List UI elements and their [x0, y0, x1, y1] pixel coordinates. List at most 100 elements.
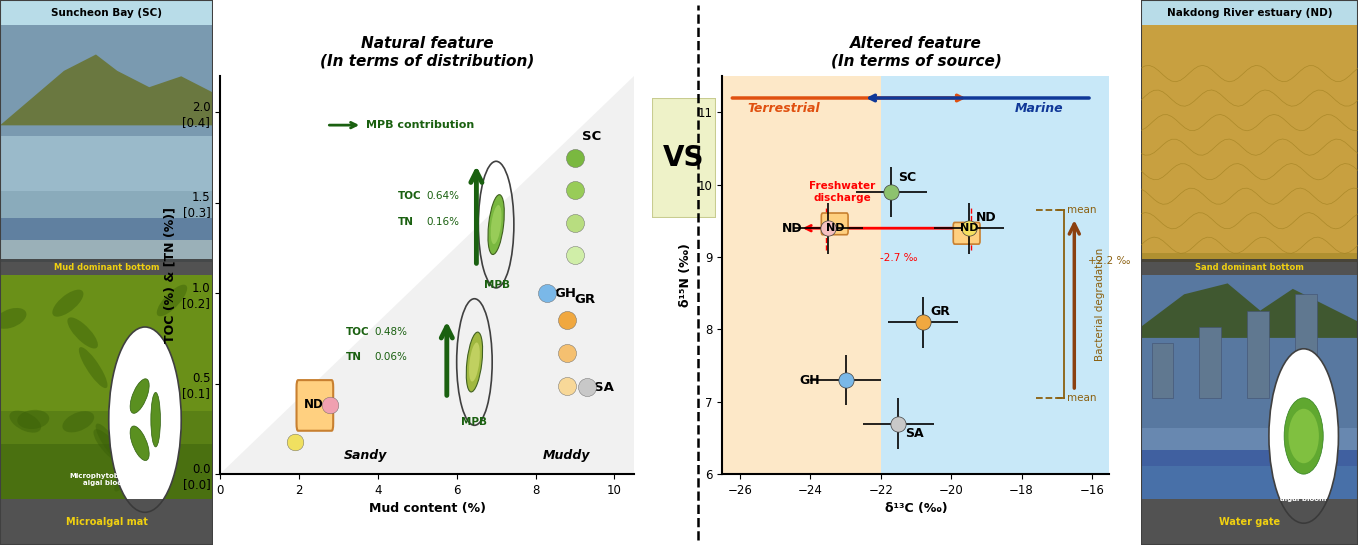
- Text: Nakdong River estuary (ND): Nakdong River estuary (ND): [1167, 8, 1332, 17]
- Ellipse shape: [114, 450, 143, 492]
- Text: 0.48%: 0.48%: [375, 327, 407, 337]
- Text: mean: mean: [1067, 205, 1097, 215]
- Ellipse shape: [156, 284, 187, 316]
- Bar: [0, 499, 213, 545]
- Polygon shape: [220, 76, 634, 474]
- Text: TN: TN: [346, 352, 363, 362]
- FancyBboxPatch shape: [822, 213, 847, 235]
- Text: Microphytobenthic
algal bloom: Microphytobenthic algal bloom: [69, 473, 144, 486]
- Text: ND: ND: [960, 223, 979, 233]
- Ellipse shape: [466, 332, 482, 392]
- Ellipse shape: [1285, 398, 1323, 474]
- Ellipse shape: [10, 410, 41, 433]
- X-axis label: Mud content (%): Mud content (%): [368, 502, 486, 516]
- Ellipse shape: [68, 317, 98, 348]
- Text: MPB: MPB: [485, 280, 511, 290]
- FancyBboxPatch shape: [953, 222, 980, 244]
- Circle shape: [1268, 349, 1339, 523]
- Bar: [881, 76, 1109, 474]
- Ellipse shape: [151, 392, 160, 447]
- Ellipse shape: [53, 289, 83, 317]
- Text: VS: VS: [663, 144, 705, 172]
- Bar: [1247, 311, 1268, 398]
- Bar: [0, 240, 213, 262]
- Text: SC: SC: [899, 171, 917, 184]
- Bar: [1141, 428, 1358, 450]
- Text: mean: mean: [1067, 393, 1097, 403]
- Title: Natural feature
(In terms of distribution): Natural feature (In terms of distributio…: [320, 36, 534, 68]
- Bar: [0, 136, 213, 191]
- Bar: [1152, 343, 1173, 398]
- Ellipse shape: [130, 379, 149, 413]
- Text: Sandy: Sandy: [345, 449, 387, 462]
- Text: GH: GH: [800, 374, 820, 387]
- Bar: [1141, 450, 1358, 499]
- Text: GH: GH: [554, 287, 577, 300]
- Text: Water gate: Water gate: [1218, 517, 1281, 527]
- FancyBboxPatch shape: [296, 380, 333, 431]
- Ellipse shape: [62, 411, 94, 432]
- Text: Suncheon Bay (SC): Suncheon Bay (SC): [52, 8, 162, 17]
- Text: Sand dominant bottom: Sand dominant bottom: [1195, 263, 1304, 271]
- Ellipse shape: [130, 426, 149, 461]
- Bar: [1141, 253, 1358, 262]
- Ellipse shape: [488, 195, 504, 255]
- Ellipse shape: [94, 429, 124, 463]
- Ellipse shape: [136, 420, 166, 452]
- X-axis label: δ¹³C (‰): δ¹³C (‰): [884, 502, 948, 516]
- Text: TOC: TOC: [346, 327, 369, 337]
- Text: Marine: Marine: [1014, 102, 1063, 116]
- Bar: [0, 259, 213, 275]
- Text: Bacterial degradation: Bacterial degradation: [1096, 247, 1105, 361]
- Bar: [1141, 0, 1358, 25]
- Polygon shape: [0, 54, 213, 125]
- Ellipse shape: [490, 205, 501, 244]
- Text: ND: ND: [826, 223, 845, 233]
- Text: 0.16%: 0.16%: [426, 216, 459, 227]
- Text: ND: ND: [976, 211, 997, 224]
- Bar: [0, 25, 213, 262]
- Bar: [0, 411, 213, 444]
- Text: Terrestrial: Terrestrial: [747, 102, 820, 116]
- Bar: [0, 275, 213, 499]
- Text: +2.2 ‰: +2.2 ‰: [1088, 256, 1131, 266]
- Bar: [1141, 499, 1358, 545]
- Bar: [1141, 466, 1358, 499]
- Ellipse shape: [1289, 409, 1319, 463]
- Bar: [0, 218, 213, 262]
- Text: MPB: MPB: [460, 417, 486, 427]
- Text: TN: TN: [398, 216, 413, 227]
- Text: Muddy: Muddy: [543, 449, 591, 462]
- Text: Freshwater
algal bloom: Freshwater algal bloom: [1281, 489, 1327, 502]
- Text: GR: GR: [574, 293, 595, 306]
- Bar: [0, 191, 213, 218]
- Polygon shape: [1141, 283, 1358, 338]
- Bar: [722, 76, 881, 474]
- Bar: [0, 444, 213, 499]
- Text: SA: SA: [906, 427, 923, 439]
- Ellipse shape: [95, 423, 125, 463]
- Text: Microalgal mat: Microalgal mat: [65, 517, 148, 527]
- Text: ND: ND: [304, 398, 323, 411]
- Bar: [0, 0, 213, 25]
- Bar: [1141, 25, 1358, 262]
- Y-axis label: δ¹⁵N (‰): δ¹⁵N (‰): [679, 243, 693, 307]
- Title: Altered feature
(In terms of source): Altered feature (In terms of source): [831, 36, 1001, 68]
- Y-axis label: TOC (%) & [TN (%)]: TOC (%) & [TN (%)]: [164, 207, 177, 343]
- Text: TOC: TOC: [398, 191, 421, 201]
- Bar: [1141, 275, 1358, 499]
- Text: SC: SC: [583, 130, 602, 143]
- Ellipse shape: [0, 308, 26, 329]
- Bar: [1141, 259, 1358, 275]
- Bar: [1199, 327, 1221, 398]
- Bar: [1296, 294, 1317, 398]
- Circle shape: [109, 327, 181, 512]
- Text: Freshwater
discharge: Freshwater discharge: [809, 181, 875, 203]
- Text: -2.7 ‰: -2.7 ‰: [880, 253, 917, 263]
- Ellipse shape: [18, 410, 49, 429]
- Text: 0.64%: 0.64%: [426, 191, 459, 201]
- Text: Mud dominant bottom: Mud dominant bottom: [54, 263, 159, 271]
- Text: SA: SA: [593, 381, 614, 394]
- Text: 0.06%: 0.06%: [375, 352, 407, 362]
- Text: MPB contribution: MPB contribution: [365, 120, 474, 130]
